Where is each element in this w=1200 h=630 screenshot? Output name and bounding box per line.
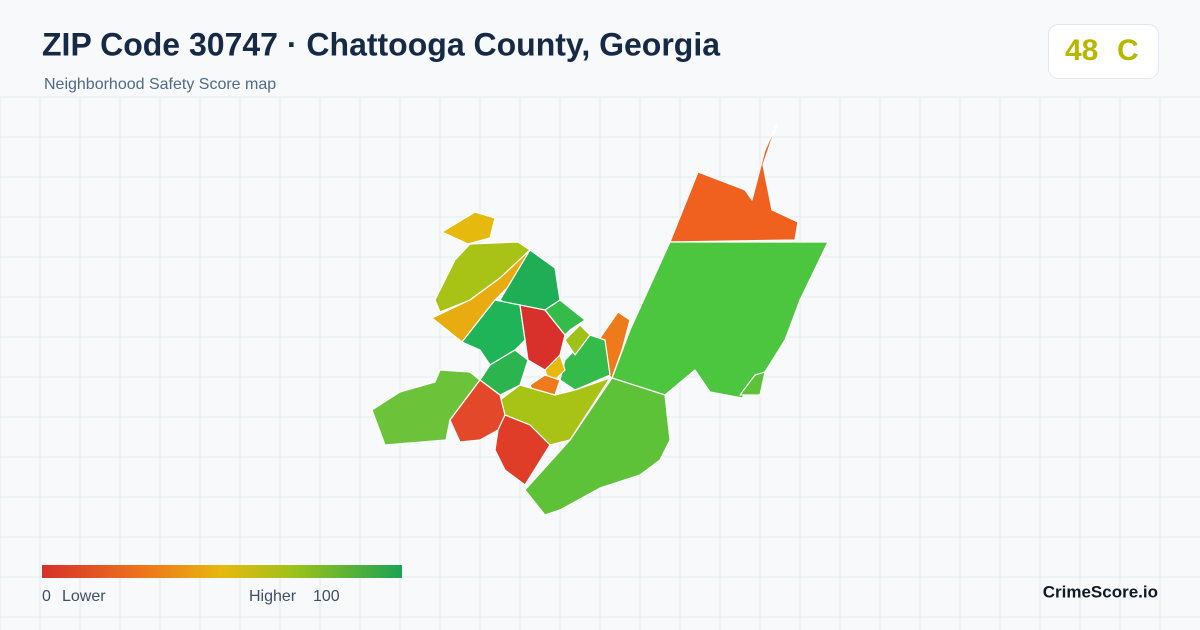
score-grade: C [1117,34,1139,67]
region [441,211,496,245]
region [544,299,586,336]
map [371,123,829,516]
region [494,414,551,486]
region [669,123,799,243]
brand: CrimeScore.io [1043,582,1158,601]
score-value: 48 [1065,34,1098,67]
legend-max: 100 [313,588,340,605]
region [564,324,591,356]
score-badge [1048,24,1159,79]
legend-min-label: Lower [62,588,106,605]
region [461,299,526,366]
region [739,371,766,396]
title: ZIP Code 30747 · Chattooga County, Georg… [42,26,720,62]
region [524,377,671,516]
legend-max-label: Higher [249,588,297,605]
subtitle: Neighborhood Safety Score map [44,76,276,93]
legend-bar [42,565,402,578]
legend-min: 0 [42,588,51,605]
